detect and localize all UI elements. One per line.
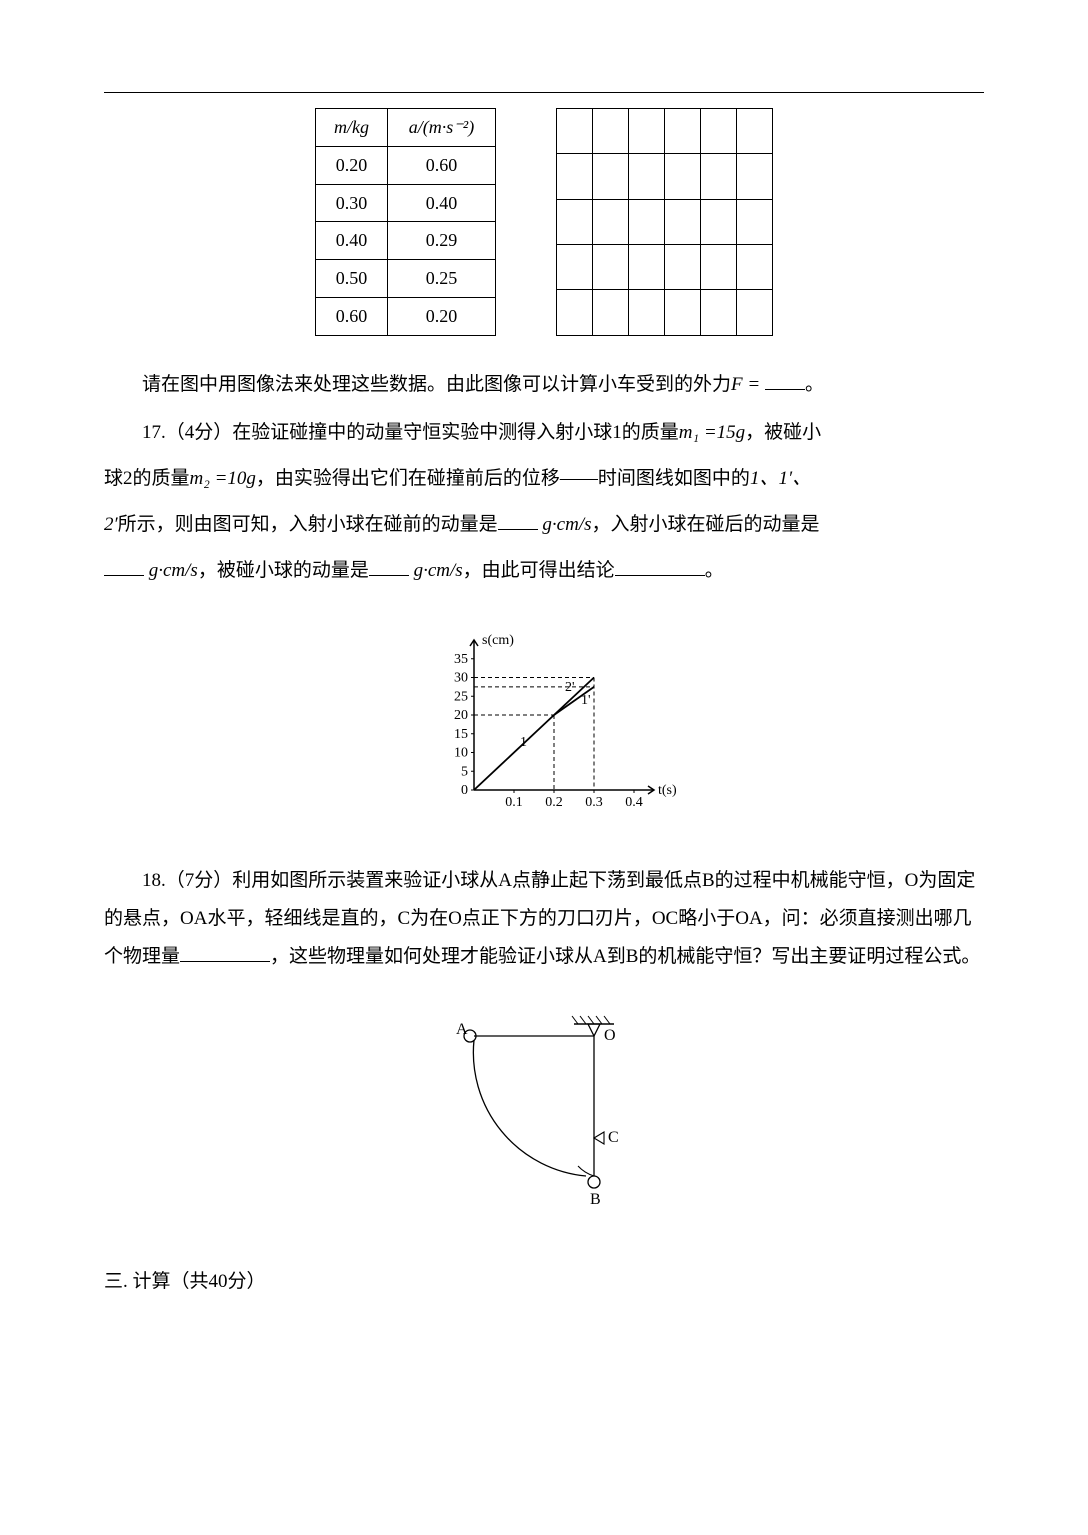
q17-line3: 2′所示，则由图可知，入射小球在碰前的动量是 g·cm/s，入射小球在碰后的动量… bbox=[104, 506, 984, 544]
y-axis-label: s(cm) bbox=[482, 633, 514, 648]
table-row: 0.400.29 bbox=[316, 222, 496, 260]
svg-text:25: 25 bbox=[454, 689, 468, 704]
svg-text:0: 0 bbox=[461, 783, 468, 798]
svg-text:5: 5 bbox=[461, 764, 468, 779]
tables-row: m/kg a/(m·s⁻²) 0.200.60 0.300.40 0.400.2… bbox=[104, 108, 984, 336]
mass-accel-table: m/kg a/(m·s⁻²) 0.200.60 0.300.40 0.400.2… bbox=[315, 108, 496, 336]
svg-text:0.4: 0.4 bbox=[625, 795, 643, 810]
svg-text:10: 10 bbox=[454, 745, 468, 760]
label-2p: 2' bbox=[565, 680, 575, 695]
pendulum-svg: A O C B bbox=[434, 1006, 654, 1206]
svg-text:0.3: 0.3 bbox=[585, 795, 603, 810]
table-row: 0.200.60 bbox=[316, 146, 496, 184]
label-C: C bbox=[608, 1129, 619, 1146]
q17-line1: 17.（4分）在验证碰撞中的动量守恒实验中测得入射小球1的质量m₁ =15g，被… bbox=[104, 414, 984, 452]
q17-line2: 球2的质量m₂ =10g，由实验得出它们在碰撞前后的位移——时间图线如图中的1、… bbox=[104, 460, 984, 498]
blank-plot-grid bbox=[556, 108, 773, 336]
svg-text:0.1: 0.1 bbox=[505, 795, 523, 810]
section-3-title: 三. 计算（共40分） bbox=[104, 1267, 984, 1297]
label-A: A bbox=[456, 1021, 468, 1038]
q18-text: 18.（7分）利用如图所示装置来验证小球从A点静止起下荡到最低点B的过程中机械能… bbox=[104, 862, 984, 976]
blank-conclusion bbox=[615, 557, 705, 576]
svg-text:0.2: 0.2 bbox=[545, 795, 563, 810]
blank-p1 bbox=[498, 511, 538, 530]
table-header-m: m/kg bbox=[316, 109, 388, 147]
curve-1 bbox=[474, 715, 554, 790]
label-1p: 1' bbox=[581, 693, 591, 708]
pendulum-figure: A O C B bbox=[104, 1006, 984, 1216]
s-t-graph: s(cm) t(s) 0 5 10 15 20 25 30 35 0.1 0.2 0.3 0.4 1… bbox=[104, 620, 984, 830]
label-B: B bbox=[590, 1191, 601, 1206]
label-1: 1 bbox=[520, 735, 527, 750]
x-axis-label: t(s) bbox=[658, 783, 677, 798]
blank-force bbox=[765, 371, 805, 390]
table-row: 0.600.20 bbox=[316, 297, 496, 335]
blank-p1after bbox=[104, 557, 144, 576]
svg-text:30: 30 bbox=[454, 670, 468, 685]
q16-tail: 请在图中用图像法来处理这些数据。由此图像可以计算小车受到的外力F = 。 bbox=[104, 366, 984, 404]
label-O: O bbox=[604, 1027, 616, 1044]
table-row: 0.500.25 bbox=[316, 260, 496, 298]
table-header-a: a/(m·s⁻²) bbox=[388, 109, 496, 147]
st-graph-svg: s(cm) t(s) 0 5 10 15 20 25 30 35 0.1 0.2 0.3 0.4 1… bbox=[394, 620, 694, 820]
header-rule bbox=[104, 92, 984, 93]
svg-text:20: 20 bbox=[454, 708, 468, 723]
blank-quantities bbox=[180, 943, 270, 962]
svg-text:15: 15 bbox=[454, 727, 468, 742]
q17-line4: g·cm/s，被碰小球的动量是 g·cm/s，由此可得出结论。 bbox=[104, 552, 984, 590]
table-row: 0.300.40 bbox=[316, 184, 496, 222]
blank-p2 bbox=[369, 557, 409, 576]
svg-text:35: 35 bbox=[454, 652, 468, 667]
